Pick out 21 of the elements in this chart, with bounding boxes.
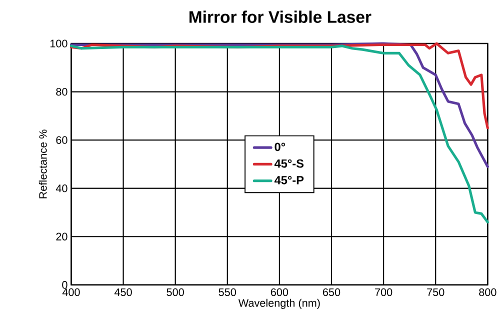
x-tick-label: 400: [62, 288, 80, 296]
y-tick-label: 100: [50, 40, 68, 48]
legend-label: 45°-S: [274, 159, 304, 168]
x-tick-label: 800: [479, 288, 496, 296]
legend-label: 0°: [274, 142, 286, 151]
x-tick-label: 550: [218, 288, 236, 296]
legend-label: 45°-P: [274, 176, 304, 184]
x-tick-label: 600: [270, 288, 288, 296]
y-tick-label: 40: [56, 184, 68, 192]
y-axis-title: Reflectance %: [38, 130, 47, 198]
x-tick-label: 650: [323, 288, 340, 296]
x-tick-label: 750: [427, 288, 444, 296]
y-tick-label: 0: [62, 280, 68, 289]
x-tick-label: 700: [375, 288, 392, 296]
x-tick-label: 500: [166, 288, 184, 296]
chart-title: Mirror for Visible Laser: [190, 10, 372, 23]
y-tick-label: 80: [56, 88, 68, 96]
y-tick-label: 20: [56, 232, 68, 240]
x-tick-label: 450: [114, 288, 132, 296]
x-axis-title: Wavelength (nm): [238, 298, 320, 309]
y-tick-label: 60: [56, 136, 68, 144]
